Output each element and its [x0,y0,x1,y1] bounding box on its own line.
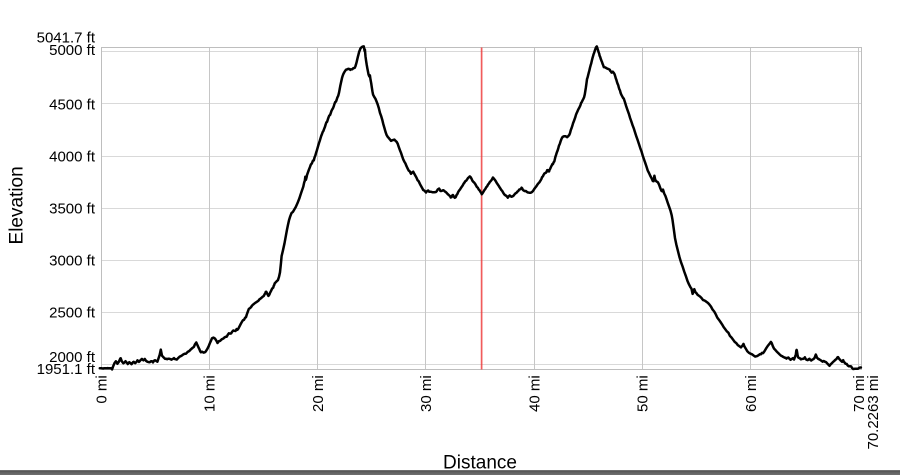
svg-text:5000 ft: 5000 ft [49,42,96,59]
svg-text:70.2263 mi: 70.2263 mi [865,375,882,449]
svg-text:1951.1 ft: 1951.1 ft [37,361,96,378]
svg-text:2000 ft: 2000 ft [49,349,96,366]
svg-text:40 mi: 40 mi [526,375,543,412]
svg-text:Distance: Distance [443,453,517,474]
svg-text:3000 ft: 3000 ft [49,253,96,270]
svg-text:3500 ft: 3500 ft [49,201,96,218]
svg-text:5041.7 ft: 5041.7 ft [37,30,96,47]
svg-text:60 mi: 60 mi [743,375,760,412]
svg-text:70 mi: 70 mi [851,375,868,412]
svg-text:10 mi: 10 mi [202,375,219,412]
svg-text:2500 ft: 2500 ft [49,305,96,322]
svg-text:50 mi: 50 mi [635,375,652,412]
svg-text:20 mi: 20 mi [310,375,327,412]
svg-text:0 mi: 0 mi [94,375,111,403]
svg-text:30 mi: 30 mi [418,375,435,412]
svg-text:4500 ft: 4500 ft [49,96,96,113]
svg-text:Elevation: Elevation [7,166,28,244]
svg-text:4000 ft: 4000 ft [49,148,96,165]
